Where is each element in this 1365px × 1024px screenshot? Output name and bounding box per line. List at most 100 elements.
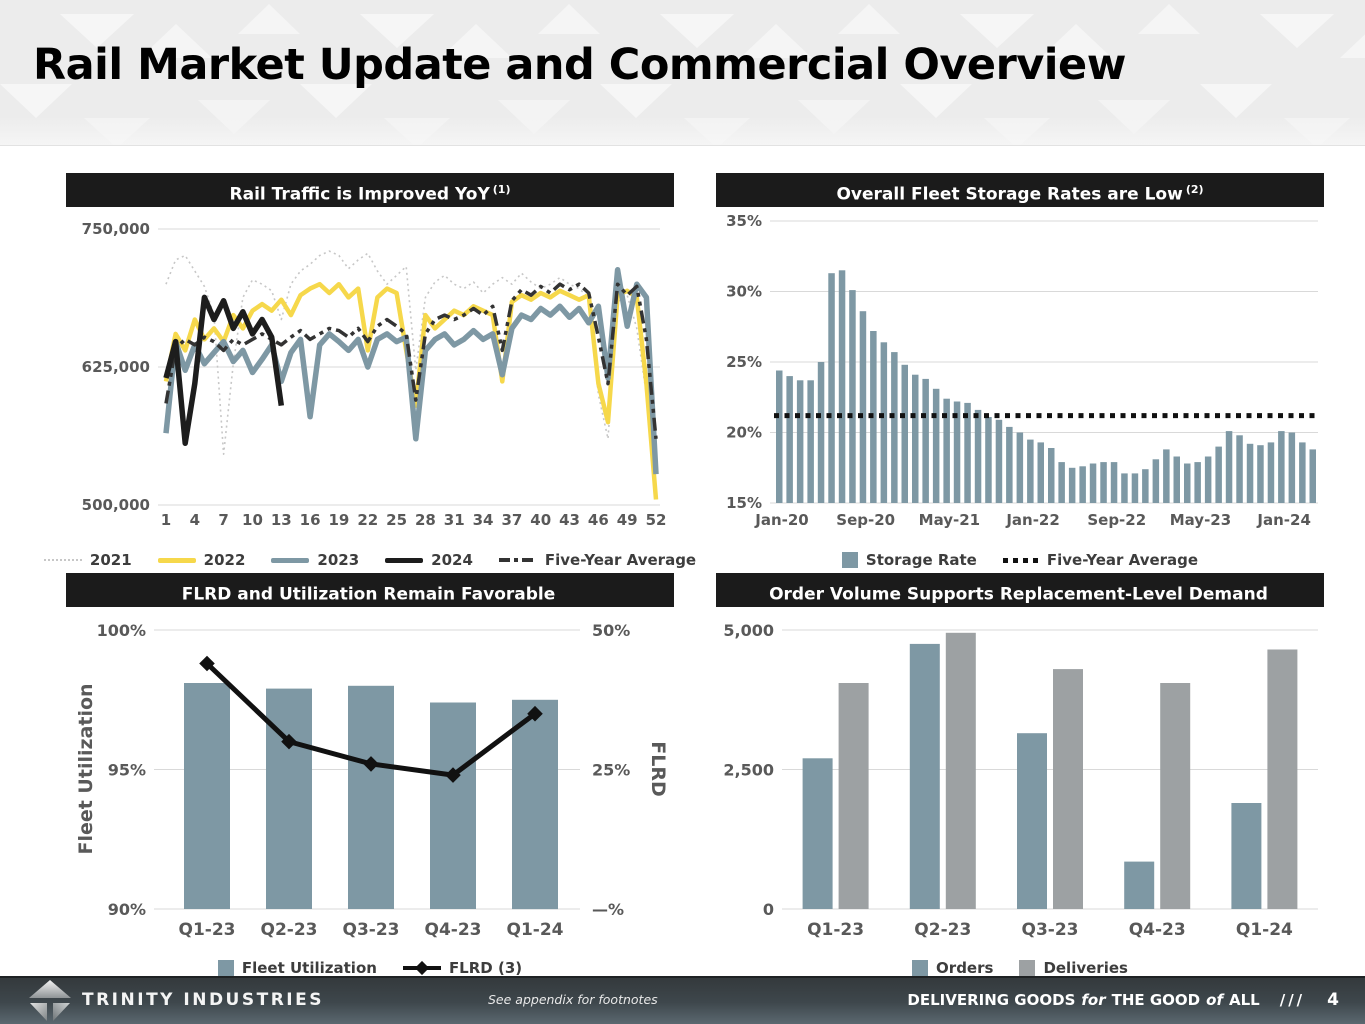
legend-swatch-icon bbox=[402, 960, 441, 976]
legend-label: Fleet Utilization bbox=[241, 959, 377, 977]
panel-title-storage-rates: Overall Fleet Storage Rates are Low (2) bbox=[716, 173, 1324, 207]
orders-deliveries-chart: 5,000 2,500 0 Q1-23 Q2-23 Q3-23 Q4-23 Q1-24 bbox=[716, 607, 1324, 953]
svg-text:20%: 20% bbox=[726, 424, 762, 442]
legend-label: 2022 bbox=[203, 551, 246, 569]
svg-text:28: 28 bbox=[415, 511, 436, 529]
svg-text:10: 10 bbox=[242, 511, 263, 529]
slide-footer: TRINITY INDUSTRIES See appendix for foot… bbox=[0, 976, 1365, 1024]
svg-text:Q2-23: Q2-23 bbox=[914, 920, 971, 940]
triangle-pattern-decoration bbox=[0, 0, 1365, 145]
svg-text:90%: 90% bbox=[108, 900, 146, 919]
flrd-marker bbox=[281, 733, 297, 750]
svg-text:FLRD: FLRD bbox=[647, 741, 669, 797]
svg-text:—%: —% bbox=[592, 900, 624, 919]
legend-item: 2022 bbox=[157, 551, 246, 569]
legend-item: 2023 bbox=[271, 551, 359, 569]
legend-swatch-icon bbox=[498, 558, 537, 562]
svg-text:Jan-22: Jan-22 bbox=[1005, 511, 1059, 529]
footer-tagline: DELIVERING GOODS for THE GOOD of ALL ///… bbox=[907, 990, 1339, 1010]
svg-text:Q3-23: Q3-23 bbox=[343, 920, 400, 940]
svg-text:Q1-24: Q1-24 bbox=[1236, 920, 1293, 940]
legend-item: 2021 bbox=[43, 551, 132, 569]
svg-text:Q1-23: Q1-23 bbox=[807, 920, 864, 940]
legend-swatch-icon bbox=[1019, 960, 1036, 976]
svg-text:34: 34 bbox=[473, 511, 494, 529]
svg-text:Q2-23: Q2-23 bbox=[261, 920, 318, 940]
svg-text:May-21: May-21 bbox=[919, 511, 980, 529]
flrd-marker bbox=[199, 655, 215, 672]
svg-text:Q4-23: Q4-23 bbox=[425, 920, 482, 940]
page-title: Rail Market Update and Commercial Overvi… bbox=[33, 40, 1126, 90]
series-lines bbox=[163, 250, 659, 500]
svg-text:40: 40 bbox=[530, 511, 551, 529]
legend-label: Five-Year Average bbox=[1046, 551, 1199, 569]
panel-title-text: Overall Fleet Storage Rates are Low bbox=[836, 184, 1183, 205]
legend-item: Fleet Utilization bbox=[217, 959, 377, 977]
legend-swatch-icon bbox=[43, 559, 82, 561]
svg-text:19: 19 bbox=[329, 511, 350, 529]
svg-text:7: 7 bbox=[218, 511, 228, 529]
svg-text:0: 0 bbox=[763, 900, 774, 919]
trinity-logo-icon bbox=[29, 980, 71, 1021]
legend-label: 2024 bbox=[431, 551, 473, 569]
svg-text:Sep-20: Sep-20 bbox=[836, 511, 895, 529]
page-number: 4 bbox=[1327, 990, 1339, 1010]
legend-swatch-icon bbox=[841, 552, 858, 568]
legend-item: 2024 bbox=[385, 551, 473, 569]
tagline-part-italic: for bbox=[1081, 991, 1106, 1009]
svg-text:50%: 50% bbox=[592, 621, 630, 640]
panel-title-text: Rail Traffic is Improved YoY bbox=[229, 184, 490, 205]
legend-item: FLRD (3) bbox=[402, 959, 523, 977]
legend-swatch-icon bbox=[1002, 557, 1039, 563]
svg-text:4: 4 bbox=[190, 511, 200, 529]
svg-text:750,000: 750,000 bbox=[82, 220, 150, 238]
tagline-part: DELIVERING GOODS bbox=[907, 991, 1076, 1009]
legend-swatch-icon bbox=[385, 557, 424, 563]
panel-title-orders-deliveries: Order Volume Supports Replacement-Level … bbox=[716, 573, 1324, 607]
legend-item: Five-Year Average bbox=[498, 551, 697, 569]
svg-text:13: 13 bbox=[271, 511, 292, 529]
legend-item: Deliveries bbox=[1019, 959, 1128, 977]
svg-text:May-23: May-23 bbox=[1170, 511, 1231, 529]
legend-label: FLRD (3) bbox=[448, 959, 523, 977]
legend-item: Storage Rate bbox=[841, 551, 977, 569]
tagline-part-italic: of bbox=[1206, 991, 1223, 1009]
svg-text:49: 49 bbox=[617, 511, 638, 529]
svg-text:22: 22 bbox=[357, 511, 378, 529]
legend-label: Storage Rate bbox=[865, 551, 977, 569]
svg-text:25%: 25% bbox=[726, 353, 762, 371]
legend-label: Five-Year Average bbox=[544, 551, 697, 569]
orders-bars bbox=[802, 643, 1262, 909]
svg-text:Fleet Utilization: Fleet Utilization bbox=[75, 683, 97, 854]
rail-traffic-chart: 750,000 625,000 500,000 1 4 7 10 13 16 19 22 25 28 31… bbox=[66, 207, 674, 545]
legend-label: Orders bbox=[936, 959, 994, 977]
svg-text:500,000: 500,000 bbox=[82, 496, 150, 514]
svg-text:43: 43 bbox=[559, 511, 580, 529]
legend-swatch-icon bbox=[271, 557, 310, 563]
legend-swatch-icon bbox=[157, 557, 196, 563]
orders-deliveries-legend: Orders Deliveries bbox=[716, 953, 1324, 983]
legend-label: Deliveries bbox=[1043, 959, 1128, 977]
grouped-bar-chart-svg: 5,000 2,500 0 Q1-23 Q2-23 Q3-23 Q4-23 Q1-24 bbox=[723, 621, 1318, 940]
svg-text:Jan-20: Jan-20 bbox=[754, 511, 808, 529]
legend-label: 2023 bbox=[317, 551, 360, 569]
svg-text:2,500: 2,500 bbox=[723, 761, 774, 780]
tagline-part: THE GOOD bbox=[1111, 991, 1201, 1009]
svg-text:Jan-24: Jan-24 bbox=[1256, 511, 1310, 529]
svg-text:5,000: 5,000 bbox=[723, 621, 774, 640]
flrd-utilization-legend: Fleet Utilization FLRD (3) bbox=[66, 953, 674, 983]
rail-traffic-legend: 2021 2022 2023 2024 Five-Year Average bbox=[43, 545, 696, 575]
legend-swatch-icon bbox=[217, 960, 234, 976]
panel-title-flrd-utilization: FLRD and Utilization Remain Favorable bbox=[66, 573, 674, 607]
svg-text:Q3-23: Q3-23 bbox=[1022, 920, 1079, 940]
svg-text:100%: 100% bbox=[97, 621, 146, 640]
svg-text:625,000: 625,000 bbox=[82, 358, 150, 376]
storage-rate-bars bbox=[776, 270, 1316, 504]
svg-text:Q1-24: Q1-24 bbox=[507, 920, 564, 940]
svg-text:46: 46 bbox=[588, 511, 609, 529]
combo-chart-svg: 100% 95% 90% 50% 25% —% Fleet Utilization FLRD Q… bbox=[75, 621, 669, 940]
storage-rates-chart: 35% 30% 25% 20% 15% Jan-20 Sep-20 May-21 Jan-22 S… bbox=[716, 207, 1324, 545]
panel-storage-rates: Overall Fleet Storage Rates are Low (2) 3… bbox=[716, 173, 1324, 575]
svg-text:Sep-22: Sep-22 bbox=[1087, 511, 1146, 529]
svg-text:31: 31 bbox=[444, 511, 465, 529]
